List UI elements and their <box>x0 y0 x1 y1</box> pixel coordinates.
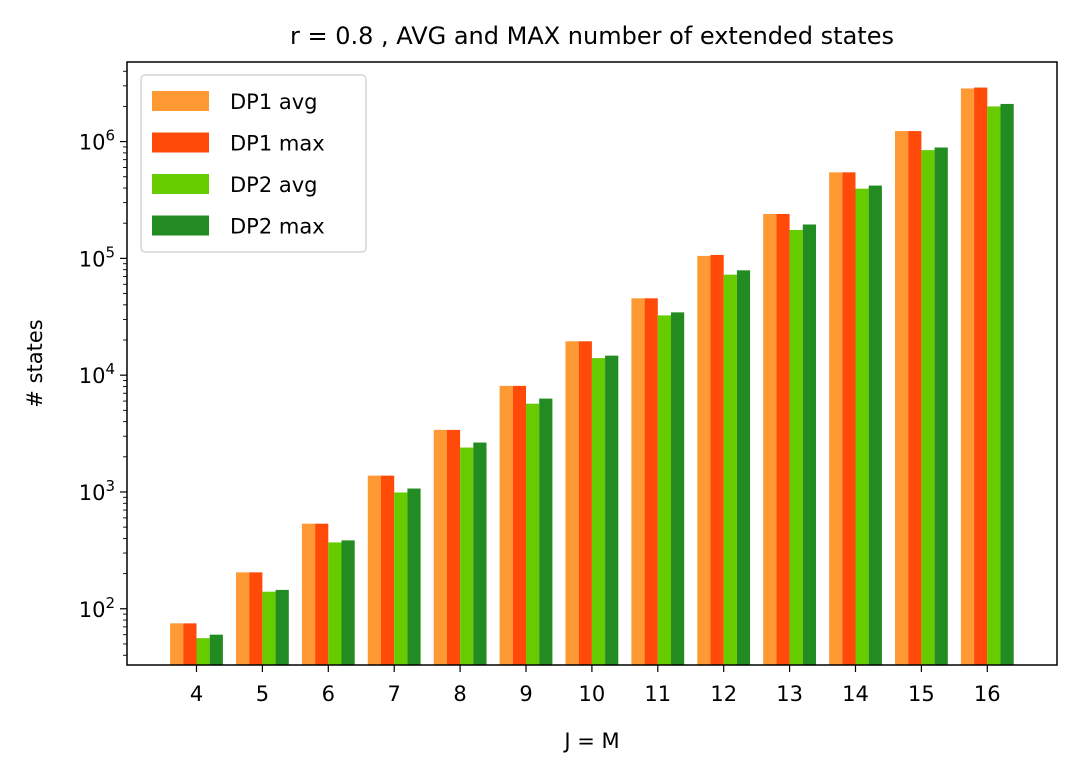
bar-dp1-max-15 <box>908 131 922 665</box>
x-tick-label: 15 <box>908 682 935 706</box>
bar-dp2-max-11 <box>671 312 685 665</box>
legend-swatch <box>152 174 209 194</box>
y-axis-label: # states <box>23 319 47 407</box>
x-tick-label: 7 <box>388 682 401 706</box>
y-tick-label: 106 <box>79 127 115 155</box>
x-axis: 4 5 6 7 8 9 10 11 12 13 14 15 16 <box>190 665 1001 706</box>
y-tick-label: 102 <box>79 594 115 622</box>
bar-dp1-avg-4 <box>170 623 184 665</box>
bar-dp2-avg-13 <box>789 229 803 666</box>
bar-dp1-avg-14 <box>829 172 843 665</box>
bars-layer <box>170 87 1014 666</box>
bar-dp2-max-5 <box>275 589 289 665</box>
bar-dp2-avg-12 <box>723 274 737 665</box>
bar-dp1-avg-9 <box>499 385 513 665</box>
bar-dp2-max-4 <box>209 634 223 665</box>
bar-dp1-max-14 <box>842 172 856 665</box>
bar-dp2-avg-11 <box>657 315 671 665</box>
bar-dp1-max-11 <box>644 298 658 665</box>
bar-dp1-avg-16 <box>960 88 975 665</box>
legend-swatch <box>152 215 209 236</box>
bar-dp1-max-13 <box>776 213 790 665</box>
bar-dp1-max-8 <box>446 429 461 665</box>
bar-dp1-max-10 <box>578 341 592 665</box>
y-tick-label: 105 <box>79 243 115 271</box>
bar-dp2-max-16 <box>1000 103 1014 666</box>
x-tick-label: 8 <box>453 682 466 706</box>
bar-dp2-max-6 <box>341 540 355 665</box>
bar-dp2-avg-10 <box>591 358 606 665</box>
bar-dp2-avg-8 <box>460 447 474 665</box>
bar-dp2-avg-16 <box>987 106 1001 665</box>
x-axis-label: J = M <box>562 729 619 753</box>
bar-dp2-max-8 <box>473 442 487 665</box>
bar-dp1-max-12 <box>710 254 724 665</box>
bar-dp1-avg-12 <box>697 255 711 665</box>
bar-dp1-max-16 <box>974 87 988 666</box>
x-tick-label: 6 <box>322 682 335 706</box>
x-tick-label: 14 <box>842 682 869 706</box>
bar-dp2-max-13 <box>802 224 816 666</box>
y-axis: 102 103 104 105 106 <box>79 70 127 656</box>
x-tick-label: 9 <box>519 682 532 706</box>
legend-label: DP2 avg <box>230 173 318 197</box>
bar-dp2-avg-9 <box>526 403 540 665</box>
x-tick-label: 4 <box>190 682 203 706</box>
bar-dp1-avg-5 <box>236 572 250 665</box>
x-tick-label: 13 <box>776 682 803 706</box>
x-tick-label: 16 <box>974 682 1001 706</box>
bar-dp2-max-15 <box>934 147 948 665</box>
bar-dp1-max-7 <box>381 475 395 665</box>
chart-title: r = 0.8 , AVG and MAX number of extended… <box>290 22 894 50</box>
bar-dp2-max-9 <box>539 398 553 665</box>
bar-dp1-max-9 <box>512 385 526 665</box>
y-tick-label: 103 <box>79 477 115 505</box>
bar-dp1-max-5 <box>249 572 263 665</box>
bar-dp1-avg-11 <box>631 298 645 665</box>
bar-dp2-avg-5 <box>262 591 276 665</box>
bar-dp2-max-14 <box>868 185 882 665</box>
bar-dp2-avg-14 <box>855 188 869 665</box>
bar-dp2-max-7 <box>407 488 421 665</box>
x-tick-label: 12 <box>710 682 737 706</box>
bar-dp1-avg-6 <box>301 523 316 665</box>
legend-swatch <box>152 91 209 111</box>
bar-dp1-avg-15 <box>895 131 909 665</box>
x-tick-label: 5 <box>256 682 269 706</box>
bar-dp1-max-4 <box>183 623 197 665</box>
bar-dp2-avg-15 <box>921 150 935 666</box>
x-tick-label: 11 <box>644 682 671 706</box>
legend-label: DP1 avg <box>230 90 318 114</box>
bar-dp1-avg-7 <box>367 475 381 665</box>
bar-dp1-avg-8 <box>433 429 447 665</box>
bar-dp2-avg-6 <box>328 542 342 665</box>
x-tick-label: 10 <box>579 682 606 706</box>
legend-box <box>140 74 367 253</box>
bar-dp1-avg-13 <box>763 213 777 665</box>
bar-dp1-max-6 <box>315 523 329 665</box>
legend: DP1 avg DP1 max DP2 avg DP2 max <box>140 74 367 253</box>
bar-dp2-max-12 <box>736 270 751 665</box>
bar-dp1-avg-10 <box>565 341 579 665</box>
bar-dp2-avg-4 <box>196 638 210 665</box>
bar-dp2-max-10 <box>605 355 619 665</box>
bar-dp2-avg-7 <box>394 492 408 665</box>
legend-label: DP1 max <box>230 132 325 156</box>
y-tick-label: 104 <box>79 360 115 388</box>
legend-swatch <box>152 132 209 153</box>
legend-label: DP2 max <box>230 215 325 239</box>
